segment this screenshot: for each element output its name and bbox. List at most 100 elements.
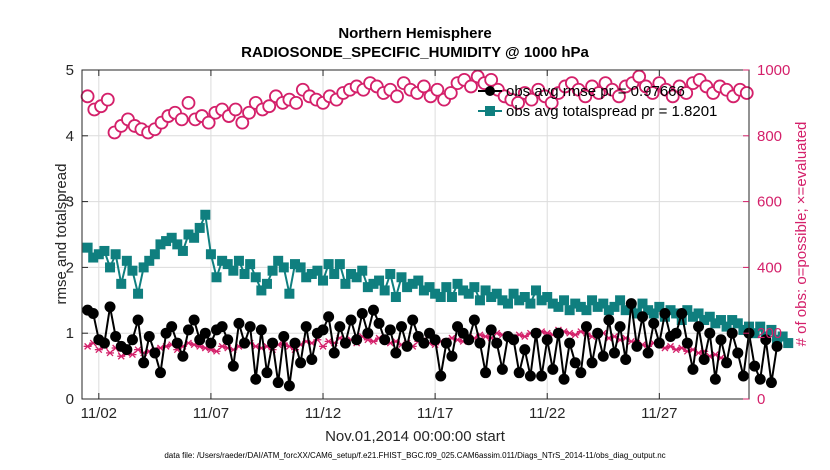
rmse-point	[704, 327, 716, 339]
spread-point	[570, 298, 581, 309]
rmse-point	[721, 357, 733, 369]
y-tick-label-left: 1	[66, 325, 74, 342]
y-tick-label-left: 2	[66, 259, 74, 276]
obs-evaluated-point	[369, 337, 378, 345]
legend-rmse-marker	[485, 86, 495, 96]
rmse-point	[261, 367, 273, 379]
rmse-point	[362, 327, 374, 339]
rmse-point	[435, 370, 447, 382]
spread-point	[715, 315, 726, 326]
spread-point	[312, 265, 323, 276]
spread-point	[480, 285, 491, 296]
spread-point	[396, 272, 407, 283]
x-tick-label: 11/17	[417, 405, 453, 422]
spread-point	[267, 265, 278, 276]
legend-spread-marker	[485, 106, 495, 116]
spread-point	[654, 301, 665, 312]
spread-point	[418, 285, 429, 296]
axis-ticks: 11/02 11/07 11/12 11/17 11/22 11/27 0 1 2 3 4 5 0 200…	[66, 62, 791, 422]
rmse-point	[575, 367, 587, 379]
rmse-point	[637, 311, 649, 323]
rmse-point	[205, 337, 217, 349]
spread-point	[783, 338, 794, 349]
spread-point	[177, 245, 188, 256]
rmse-point	[351, 334, 363, 346]
rmse-point	[188, 314, 200, 326]
rmse-point	[166, 321, 178, 333]
spread-point	[121, 255, 132, 266]
rmse-point	[771, 340, 783, 352]
rmse-point	[765, 377, 777, 389]
spread-point	[766, 324, 777, 335]
spread-point	[289, 259, 300, 270]
spread-point	[525, 298, 536, 309]
spread-point	[424, 282, 435, 293]
obs-evaluated-stroke	[185, 339, 192, 347]
rmse-point	[233, 317, 245, 329]
rmse-point	[653, 337, 665, 349]
spread-point	[648, 308, 659, 319]
series-rmse	[82, 298, 783, 392]
spread-point	[105, 262, 116, 273]
spread-point	[306, 268, 317, 279]
rmse-point	[530, 327, 542, 339]
obs-possible-point	[645, 86, 660, 100]
legend-spread-label: obs avg totalspread pr = 1.8201	[506, 103, 717, 120]
obs-possible-point	[417, 79, 431, 94]
spread-point	[351, 272, 362, 283]
spread-point	[88, 252, 99, 263]
spread-point	[261, 278, 272, 289]
spread-point	[721, 321, 732, 332]
obs-evaluated-point	[212, 347, 221, 355]
spread-point	[497, 295, 508, 306]
rmse-point	[126, 334, 138, 346]
obs-possible-point	[80, 89, 95, 104]
rmse-point	[659, 307, 671, 319]
rmse-point	[592, 327, 604, 339]
rmse-point	[564, 337, 576, 349]
y-tick-label-left: 5	[66, 62, 74, 79]
obs-evaluated-stroke	[117, 352, 125, 360]
obs-evaluated-stroke	[370, 337, 377, 345]
spread-point	[772, 334, 783, 345]
obs-possible-point	[100, 92, 115, 107]
rmse-point	[149, 347, 161, 359]
rmse-point	[440, 337, 452, 349]
rmse-point	[586, 357, 598, 369]
rmse-point	[289, 337, 301, 349]
spread-point	[273, 255, 284, 266]
spread-point	[402, 282, 413, 293]
spread-point	[749, 328, 760, 339]
x-tick-label: 11/02	[81, 405, 117, 422]
spread-point	[727, 315, 738, 326]
spread-point	[172, 239, 183, 250]
spread-point	[205, 249, 216, 260]
rmse-point	[642, 347, 654, 359]
obs-evaluated-stroke	[218, 342, 226, 350]
obs-evaluated-point	[666, 342, 675, 350]
spread-point	[245, 259, 256, 270]
obs-possible-point	[632, 69, 647, 84]
rmse-point	[244, 321, 256, 333]
obs-possible-point	[679, 86, 694, 100]
spread-point	[155, 239, 166, 250]
y-axis-label-left: rmse and totalspread	[53, 164, 70, 305]
spread-point	[110, 249, 121, 260]
rmse-point	[687, 363, 699, 375]
rmse-point	[614, 321, 626, 333]
rmse-point	[552, 327, 564, 339]
obs-evaluated-stroke	[325, 337, 333, 345]
obs-evaluated-stroke	[482, 333, 490, 340]
obs-possible-point	[289, 96, 304, 110]
rmse-point	[569, 357, 581, 369]
x-tick-label: 11/27	[641, 405, 677, 422]
spread-point	[609, 301, 620, 312]
spread-point	[222, 259, 233, 270]
spread-point	[710, 318, 721, 329]
y-tick-label-right: 800	[757, 128, 782, 145]
spread-point	[458, 285, 469, 296]
spread-point	[250, 272, 261, 283]
chart-title: Northern Hemisphere	[338, 25, 491, 42]
spread-point	[413, 275, 424, 286]
